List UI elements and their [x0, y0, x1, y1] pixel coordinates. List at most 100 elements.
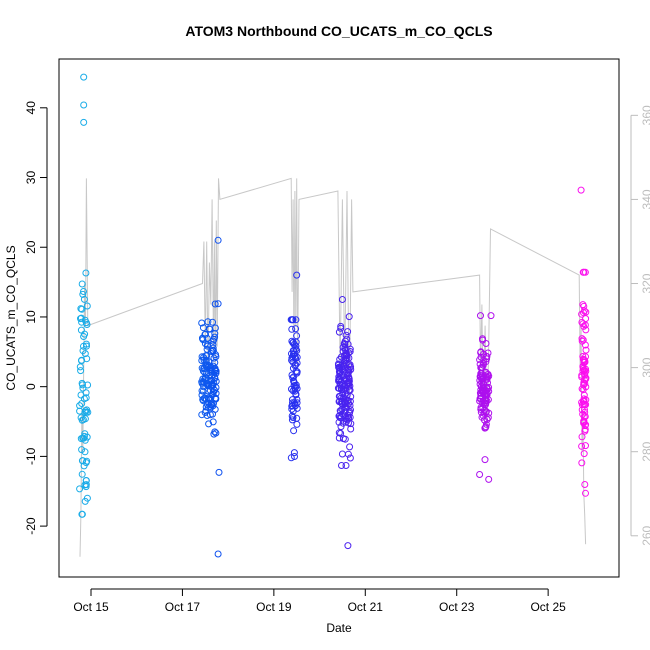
data-point [290, 427, 298, 435]
data-point [78, 510, 86, 518]
data-point [83, 355, 91, 363]
data-point [581, 341, 589, 349]
data-point [579, 365, 587, 372]
data-point [487, 312, 495, 320]
data-point [205, 420, 213, 428]
data-point [578, 459, 586, 467]
data-point [214, 300, 222, 308]
data-point [288, 350, 295, 358]
line-layer [79, 177, 587, 557]
data-point [337, 324, 345, 332]
y2-tick-label: 300 [640, 357, 650, 377]
data-point [206, 411, 214, 419]
data-point [80, 295, 88, 303]
data-point [346, 454, 354, 462]
data-point [340, 368, 348, 376]
data-point [347, 425, 355, 433]
data-point [82, 389, 90, 397]
data-point [78, 280, 86, 288]
data-point [344, 542, 352, 550]
data-point [79, 384, 87, 392]
data-point [207, 394, 215, 402]
data-point [582, 442, 589, 450]
data-point [81, 497, 89, 505]
data-point [209, 418, 217, 426]
y-tick-label: 20 [24, 240, 38, 254]
data-point [77, 367, 85, 375]
y2-tick-label: 320 [640, 273, 650, 293]
data-point [290, 373, 298, 381]
data-point [288, 356, 296, 364]
data-point [578, 318, 586, 326]
data-point [484, 414, 492, 422]
data-point [336, 397, 344, 405]
data-point [204, 318, 212, 326]
data-point [81, 316, 89, 324]
data-point [288, 412, 296, 420]
y2-tick-label: 360 [640, 105, 650, 125]
y-tick-label: 40 [24, 101, 38, 115]
data-point [78, 400, 86, 407]
data-point [288, 354, 296, 362]
data-point [289, 338, 297, 346]
data-point [292, 367, 300, 375]
y-axis-label: CO_UCATS_m_CO_QCLS [4, 245, 18, 390]
data-point [288, 325, 296, 333]
data-point [345, 400, 353, 407]
data-point [581, 413, 589, 420]
data-point [292, 325, 300, 333]
data-point [338, 462, 345, 469]
data-point [82, 269, 90, 277]
data-point [476, 471, 484, 478]
data-point [345, 379, 353, 387]
data-point [82, 340, 90, 348]
data-point [580, 302, 588, 310]
data-point [582, 489, 589, 497]
data-point [481, 456, 489, 464]
y-tick-label: -20 [24, 517, 38, 535]
data-point [80, 288, 87, 295]
data-point [476, 360, 484, 368]
data-point [83, 433, 91, 441]
data-point [481, 397, 489, 405]
data-point [202, 377, 210, 385]
data-point [209, 344, 217, 352]
data-point [83, 342, 90, 350]
data-point [80, 118, 88, 126]
data-point [581, 380, 589, 387]
data-point [582, 326, 590, 334]
data-point [199, 334, 206, 342]
data-point [200, 394, 208, 402]
data-point [335, 361, 342, 369]
data-point [78, 318, 86, 326]
data-point [198, 411, 206, 419]
data-point [214, 236, 222, 244]
data-point [580, 450, 588, 458]
point-layer [76, 73, 590, 558]
data-point [289, 396, 296, 404]
data-point [76, 363, 84, 371]
data-point [342, 357, 350, 365]
data-point [479, 336, 487, 344]
data-point [578, 433, 586, 441]
data-point [485, 409, 493, 417]
data-point [211, 300, 219, 308]
data-point [578, 442, 586, 450]
data-point [211, 364, 219, 372]
data-point [485, 475, 493, 483]
data-point [579, 397, 587, 405]
x-tick-label: Oct 21 [348, 600, 384, 614]
data-point [82, 459, 90, 467]
data-point [581, 408, 589, 416]
data-point [287, 454, 295, 462]
data-point [82, 407, 90, 415]
data-point [81, 415, 89, 423]
data-point [209, 388, 217, 396]
data-point [337, 322, 345, 330]
data-point [580, 417, 588, 425]
data-point [341, 385, 349, 393]
data-point [577, 186, 585, 194]
y2-tick-label: 340 [640, 189, 650, 209]
data-point [581, 370, 588, 378]
data-point [337, 429, 345, 437]
